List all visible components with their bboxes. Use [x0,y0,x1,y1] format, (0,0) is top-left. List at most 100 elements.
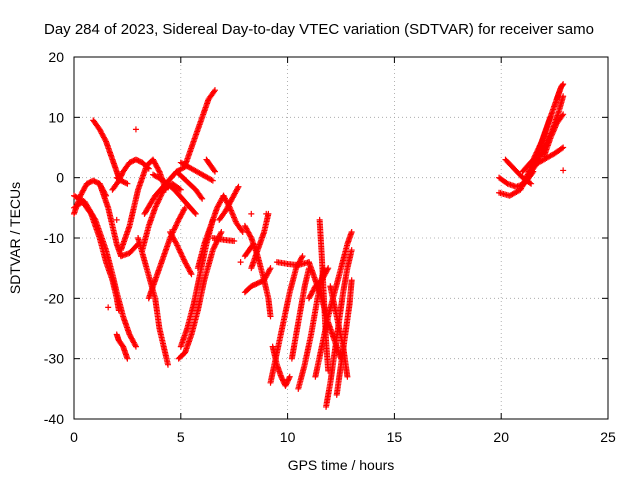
data-point [132,343,139,350]
data-point [211,242,218,249]
data-point [124,355,131,362]
data-point [181,206,188,213]
data-point [211,167,218,174]
data-point [235,183,242,190]
data-point [123,180,130,187]
data-point [325,265,332,272]
data-point [324,266,331,273]
grid-lines [74,57,608,419]
data-point [234,185,241,192]
data-point [211,87,218,94]
data-point [209,177,216,184]
data-point [217,230,224,237]
data-point [155,197,162,204]
data-point [528,180,535,187]
data-point [188,271,195,278]
data-point [518,185,525,192]
y-tick-label: -10 [44,230,64,246]
data-point [325,367,332,374]
data-point [180,254,187,261]
data-point [115,307,122,314]
data-point [154,200,161,207]
data-point [179,253,186,260]
data-point [152,204,159,211]
x-tick-label: 25 [600,429,616,445]
data-point [102,137,109,144]
data-point [172,223,179,230]
data-marks [71,81,567,410]
data-point [178,252,185,259]
data-point [176,185,183,192]
data-point [176,246,183,253]
x-tick-label: 20 [493,429,509,445]
data-point [517,186,524,193]
data-point [199,195,206,202]
data-point [174,242,181,249]
data-point [249,242,256,249]
data-point [156,195,163,202]
data-point [558,145,565,152]
data-point [559,112,566,119]
data-point [177,249,184,256]
data-point [238,227,245,234]
data-point [231,238,238,245]
data-point [191,209,198,216]
data-point [348,277,355,284]
data-point [178,250,185,257]
data-point [87,209,94,216]
data-point [176,247,183,254]
data-point [560,93,567,100]
data-point [560,144,567,151]
y-tick-label: -20 [44,290,64,306]
data-point [298,254,305,261]
data-point [209,247,216,254]
data-point [518,183,525,190]
data-point [211,168,218,175]
data-point [210,245,217,252]
y-axis-label: SDTVAR / TECUs [7,182,23,294]
x-tick-label: 10 [280,429,296,445]
data-point [174,243,181,250]
data-point [537,151,544,158]
data-point [156,196,163,203]
outlier-point [248,210,255,217]
chart-title: Day 284 of 2023, Sidereal Day-to-day VTE… [44,21,594,38]
data-point [187,269,194,276]
data-point [536,152,543,159]
data-point [153,202,160,209]
y-tick-label: -30 [44,351,64,367]
data-point [192,210,199,217]
y-tick-label: -40 [44,411,64,427]
data-point [247,233,254,240]
data-point [182,204,189,211]
data-point [560,111,567,118]
data-point [158,192,165,199]
x-axis-label: GPS time / hours [288,457,395,473]
data-point [152,203,159,210]
data-point [519,182,526,189]
data-point [560,81,567,88]
axis-ticks: 0 5 10 15 20 25 -40 -30 -20 -10 0 10 20 [44,49,616,445]
data-point [154,199,161,206]
data-point [198,194,205,201]
data-point [348,247,355,254]
data-point [267,313,274,320]
data-point [171,225,178,232]
data-point [226,203,233,210]
data-point [560,167,567,174]
outlier-point [132,126,139,133]
data-point [155,167,162,174]
outlier-point [237,259,244,266]
data-point [218,228,225,235]
data-point [503,179,510,186]
data-point [286,375,293,382]
data-point [181,257,188,264]
data-point [173,222,180,229]
outlier-point [105,304,112,311]
data-point [172,239,179,246]
data-point [211,244,218,251]
data-point [266,266,273,273]
data-point [250,241,257,248]
x-tick-label: 0 [70,429,78,445]
data-point [211,88,218,95]
